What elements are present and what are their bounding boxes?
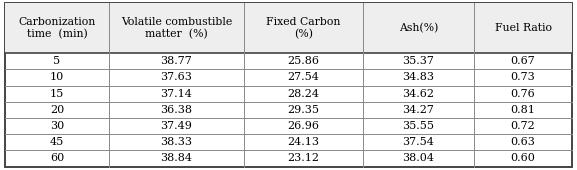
Text: Fixed Carbon
(%): Fixed Carbon (%)	[266, 17, 340, 39]
Text: 0.76: 0.76	[511, 89, 535, 99]
Text: 24.13: 24.13	[287, 137, 320, 147]
Text: 45: 45	[50, 137, 64, 147]
Text: 10: 10	[50, 72, 64, 82]
Text: 29.35: 29.35	[287, 105, 320, 115]
Text: 0.63: 0.63	[511, 137, 535, 147]
Text: 28.24: 28.24	[287, 89, 320, 99]
Text: 20: 20	[50, 105, 64, 115]
Text: Carbonization
time  (min): Carbonization time (min)	[18, 17, 96, 39]
Text: 37.63: 37.63	[160, 72, 192, 82]
Text: Volatile combustible
matter  (%): Volatile combustible matter (%)	[121, 17, 232, 39]
Text: 34.83: 34.83	[403, 72, 434, 82]
Text: 60: 60	[50, 154, 64, 164]
Text: 38.33: 38.33	[160, 137, 193, 147]
Text: 34.62: 34.62	[403, 89, 434, 99]
Text: 35.55: 35.55	[403, 121, 434, 131]
Text: 5: 5	[53, 56, 61, 66]
Text: 37.54: 37.54	[403, 137, 434, 147]
Text: 26.96: 26.96	[287, 121, 320, 131]
Text: 37.49: 37.49	[160, 121, 192, 131]
Text: Ash(%): Ash(%)	[399, 23, 438, 33]
Text: 15: 15	[50, 89, 64, 99]
Text: 0.73: 0.73	[511, 72, 535, 82]
Text: 38.04: 38.04	[403, 154, 434, 164]
Bar	[5, 3, 572, 53]
Text: 0.72: 0.72	[511, 121, 535, 131]
Text: 0.60: 0.60	[511, 154, 535, 164]
Text: 30: 30	[50, 121, 64, 131]
Text: 36.38: 36.38	[160, 105, 193, 115]
Text: 38.84: 38.84	[160, 154, 193, 164]
Text: 0.67: 0.67	[511, 56, 535, 66]
Text: 38.77: 38.77	[160, 56, 192, 66]
Text: 23.12: 23.12	[287, 154, 320, 164]
Text: 25.86: 25.86	[287, 56, 320, 66]
Text: 35.37: 35.37	[403, 56, 434, 66]
Text: 0.81: 0.81	[511, 105, 535, 115]
Text: 37.14: 37.14	[160, 89, 192, 99]
Text: 34.27: 34.27	[403, 105, 434, 115]
Text: 27.54: 27.54	[287, 72, 320, 82]
Text: Fuel Ratio: Fuel Ratio	[494, 23, 552, 33]
